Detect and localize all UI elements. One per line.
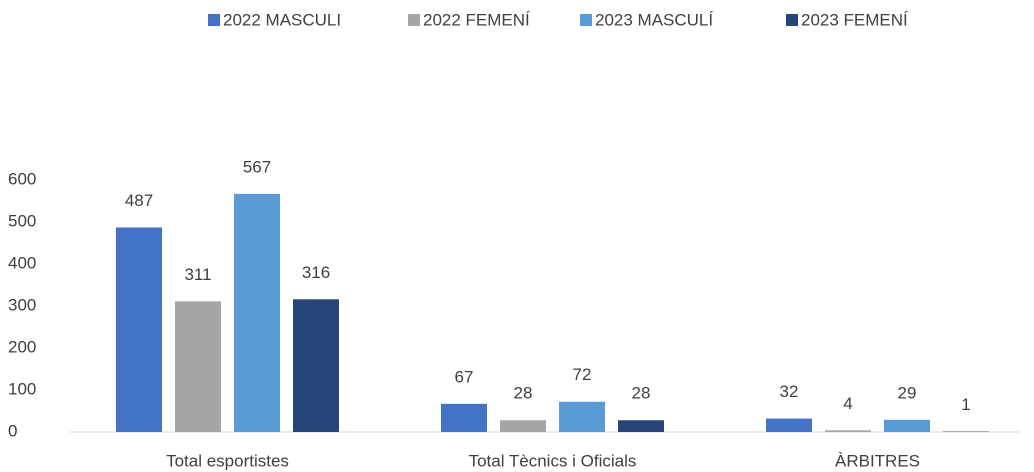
legend-swatch <box>580 14 592 26</box>
data-label: 28 <box>514 384 533 403</box>
data-label: 1 <box>961 395 970 414</box>
legend-swatch <box>408 14 420 26</box>
bar <box>234 193 280 432</box>
data-label: 4 <box>843 394 852 413</box>
data-label: 67 <box>455 367 474 386</box>
bar <box>441 403 487 432</box>
legend-swatch <box>208 14 220 26</box>
y-tick-label: 500 <box>8 211 36 230</box>
legend-label: 2023 FEMENÍ <box>801 10 908 29</box>
data-label: 567 <box>243 157 271 176</box>
bar <box>116 227 162 432</box>
y-tick-label: 200 <box>8 337 36 356</box>
bar <box>175 301 221 432</box>
bar <box>884 419 930 432</box>
legend-label: 2022 MASCULI <box>223 10 341 29</box>
legend-label: 2023 MASCULÍ <box>595 10 713 29</box>
bar <box>293 299 339 432</box>
data-label: 316 <box>302 263 330 282</box>
y-tick-label: 400 <box>8 253 36 272</box>
y-tick-label: 600 <box>8 169 36 188</box>
x-tick-label: ÀRBITRES <box>835 451 920 470</box>
y-tick-label: 0 <box>8 421 17 440</box>
data-label: 32 <box>780 382 799 401</box>
bar <box>500 420 546 432</box>
data-label: 311 <box>184 265 211 284</box>
bar <box>766 418 812 432</box>
bar <box>618 420 664 432</box>
data-label: 28 <box>632 384 651 403</box>
y-tick-label: 300 <box>8 295 36 314</box>
data-label: 72 <box>573 365 592 384</box>
bar <box>825 430 871 432</box>
bar <box>559 401 605 432</box>
legend-swatch <box>786 14 798 26</box>
x-tick-label: Total esportistes <box>166 451 289 470</box>
data-label: 29 <box>898 383 917 402</box>
x-tick-label: Total Tècnics i Oficials <box>469 451 637 470</box>
legend-label: 2022 FEMENÍ <box>423 10 530 29</box>
y-tick-label: 100 <box>8 379 36 398</box>
data-label: 487 <box>125 191 153 210</box>
